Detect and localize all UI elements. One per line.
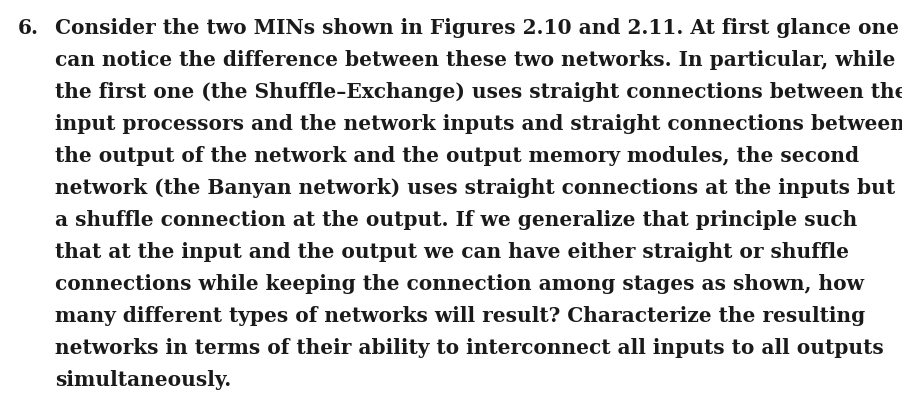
Text: can notice the difference between these two networks. In particular, while: can notice the difference between these … — [55, 50, 896, 70]
Text: a shuffle connection at the output. If we generalize that principle such: a shuffle connection at the output. If w… — [55, 210, 857, 230]
Text: 6.: 6. — [18, 18, 39, 38]
Text: networks in terms of their ability to interconnect all inputs to all outputs: networks in terms of their ability to in… — [55, 338, 884, 358]
Text: input processors and the network inputs and straight connections between: input processors and the network inputs … — [55, 114, 902, 134]
Text: the output of the network and the output memory modules, the second: the output of the network and the output… — [55, 146, 859, 166]
Text: simultaneously.: simultaneously. — [55, 370, 231, 390]
Text: that at the input and the output we can have either straight or shuffle: that at the input and the output we can … — [55, 242, 849, 262]
Text: Consider the two MINs shown in Figures 2.10 and 2.11. At first glance one: Consider the two MINs shown in Figures 2… — [55, 18, 899, 38]
Text: network (the Banyan network) uses straight connections at the inputs but: network (the Banyan network) uses straig… — [55, 178, 895, 198]
Text: many different types of networks will result? Characterize the resulting: many different types of networks will re… — [55, 306, 865, 326]
Text: the first one (the Shuffle–Exchange) uses straight connections between the: the first one (the Shuffle–Exchange) use… — [55, 82, 902, 102]
Text: connections while keeping the connection among stages as shown, how: connections while keeping the connection… — [55, 274, 864, 294]
